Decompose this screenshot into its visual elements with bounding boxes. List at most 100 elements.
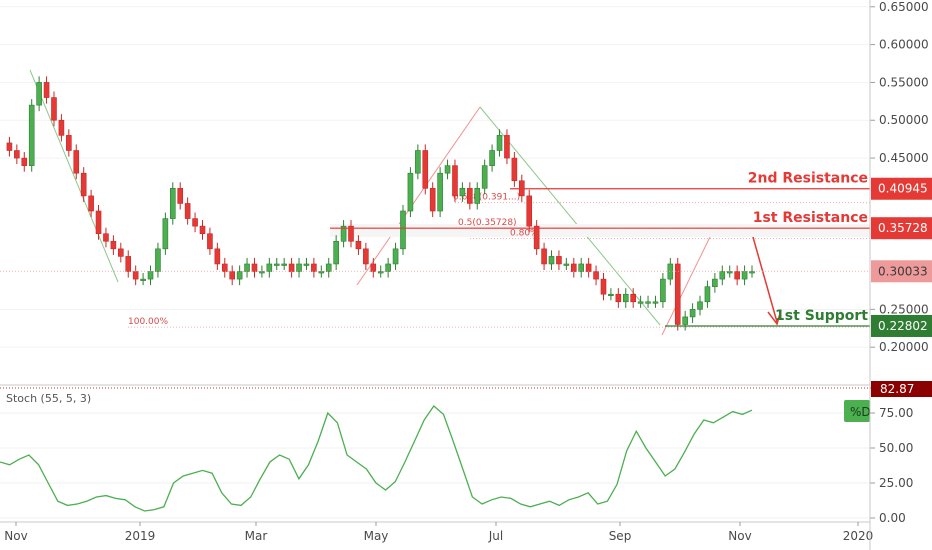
indicator-gridlines <box>0 412 870 519</box>
candle-body <box>214 248 221 265</box>
trend-arrow-3 <box>479 106 661 326</box>
candle-body <box>481 165 488 189</box>
candle-body <box>578 263 585 272</box>
candle-body <box>563 263 570 266</box>
candle-body <box>363 248 369 265</box>
candle-body <box>311 263 317 272</box>
candle-body <box>719 271 726 280</box>
legend-badge <box>844 400 870 422</box>
candle-body <box>103 233 109 242</box>
trend-arrow-2 <box>356 106 481 286</box>
candle-body <box>162 218 169 250</box>
fib-label: 0.618(0.391...) <box>453 193 520 203</box>
candle-body <box>444 165 451 174</box>
candle-body <box>392 248 399 265</box>
time-tick-label: Sep <box>609 529 632 543</box>
candle-body <box>400 210 406 250</box>
candle-body <box>645 301 651 304</box>
indicator-tick-label: 75.00 <box>879 406 913 420</box>
candle-body <box>496 135 503 151</box>
candle-body <box>88 195 94 212</box>
price-tick-label: 0.55000 <box>879 75 929 89</box>
projection-arrowhead <box>767 309 782 326</box>
candle-body <box>712 278 718 287</box>
candle-body <box>741 271 748 280</box>
projection-arrow <box>750 229 778 323</box>
current-price-tag <box>871 260 932 283</box>
time-axis: Nov 2019 Mar May Jul Sep Nov 2020 <box>4 522 873 543</box>
trend-arrow-4 <box>661 236 711 336</box>
candle-body <box>355 240 362 250</box>
candle-body <box>660 278 666 303</box>
price-tick-label: 0.20000 <box>879 340 929 354</box>
candle-body <box>207 233 213 250</box>
candle-body <box>637 301 644 304</box>
candle-body <box>556 256 562 265</box>
candle-body <box>474 188 481 204</box>
time-tick-label: 2020 <box>843 529 874 543</box>
price-tick-label: 0.50000 <box>879 113 929 127</box>
price-tick-label: 0.25000 <box>879 302 929 316</box>
candle-body <box>600 278 607 295</box>
candle-body <box>303 263 310 266</box>
time-tick-label: 2019 <box>125 529 156 543</box>
level-price-tag <box>871 217 932 240</box>
time-tick-label: Nov <box>4 529 27 543</box>
candle-body <box>385 263 391 272</box>
price-tick-label: 0.60000 <box>879 38 929 52</box>
candle-body <box>95 210 102 235</box>
candle-body <box>43 82 50 98</box>
candle-body <box>229 271 235 280</box>
candle-body <box>429 188 436 212</box>
time-tick-label: Mar <box>245 529 268 543</box>
candle-body <box>192 218 198 227</box>
candle-body <box>125 256 132 272</box>
candle-body <box>73 150 80 174</box>
overbought-label: 82.87 <box>880 382 914 396</box>
candle-body <box>58 119 65 136</box>
candle-body <box>273 263 280 266</box>
candle-body <box>251 263 258 272</box>
candle-body <box>541 248 547 265</box>
candle-body <box>259 271 265 274</box>
candle-body <box>340 225 347 242</box>
candle-body <box>422 150 429 189</box>
candle-body <box>296 263 302 272</box>
candle-body <box>749 271 755 274</box>
level-name: 1st Support <box>775 308 868 324</box>
candle-body <box>652 301 659 304</box>
candle-body <box>14 150 20 159</box>
fib-label: 0.80% <box>510 229 539 239</box>
time-tick-label: Jul <box>488 529 503 543</box>
candle-body <box>489 150 495 166</box>
candle-body <box>118 248 124 257</box>
candle-body <box>110 240 117 250</box>
candle-body <box>36 82 42 106</box>
candle-body <box>80 172 87 197</box>
candle-body <box>169 188 176 219</box>
candle-body <box>415 150 421 174</box>
candle-body <box>437 172 443 212</box>
candle-body <box>734 271 740 280</box>
current-price-label: 0.30033 <box>878 264 928 278</box>
candle-body <box>608 293 614 297</box>
candle-body <box>66 135 72 151</box>
overbought-tag <box>871 381 932 397</box>
candle-body <box>51 97 57 121</box>
candle-body <box>132 271 139 280</box>
level-price-label: 0.35728 <box>878 221 928 235</box>
candle-body <box>140 278 146 281</box>
candle-body <box>333 240 339 265</box>
candle-body <box>184 203 191 219</box>
indicator-tick-label: 25.00 <box>879 476 913 490</box>
candle-body <box>236 271 243 280</box>
candle-body <box>526 195 533 227</box>
candle-body <box>504 135 510 159</box>
candle-body <box>459 188 466 197</box>
candle-body <box>630 293 636 303</box>
fib-label: 100.00% <box>128 317 168 327</box>
candle-body <box>697 301 703 310</box>
time-tick-label: Nov <box>728 529 751 543</box>
time-tick-label: May <box>364 529 389 543</box>
candle-body <box>199 225 206 235</box>
